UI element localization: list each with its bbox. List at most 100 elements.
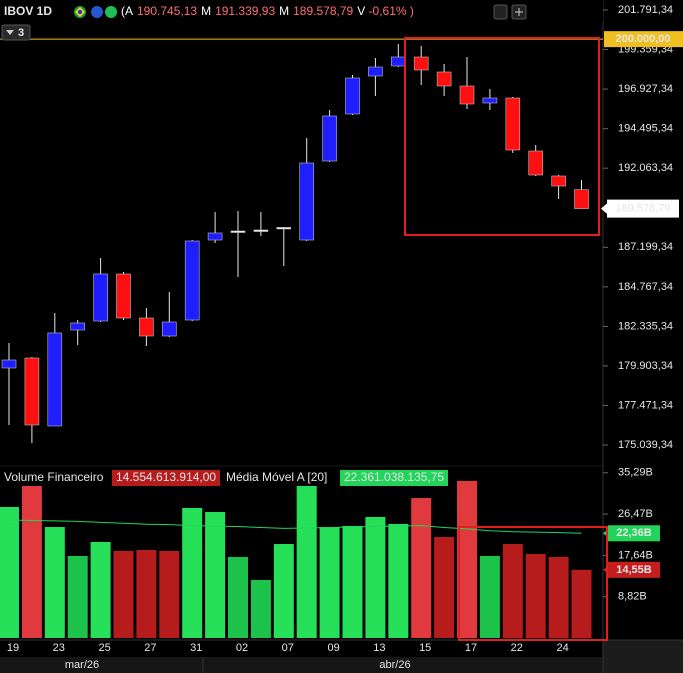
- candle-body: [253, 229, 269, 232]
- quote: (A 190.745,13 M 191.339,93 M 189.578,79 V -0,61…: [121, 4, 414, 18]
- volume-bar: [548, 556, 569, 638]
- reference-label: 200.000,00: [615, 33, 670, 45]
- candle-body: [459, 85, 475, 105]
- open-value: 190.745,13: [137, 4, 197, 18]
- volume-bar: [90, 542, 111, 638]
- y-tick-label: 184.767,34: [618, 281, 673, 293]
- status-icon[interactable]: [105, 6, 117, 18]
- last-value-bg: [608, 525, 660, 542]
- volume-legend-value: 14.554.613.914,00: [116, 470, 216, 484]
- period-label: abr/26: [379, 659, 410, 671]
- candle-body: [162, 321, 177, 337]
- volume-bar: [525, 553, 546, 638]
- last-price-bg: [607, 199, 679, 218]
- candle-body: [574, 189, 589, 209]
- collapse-arrow: [6, 30, 14, 35]
- candle-body: [528, 150, 544, 176]
- volume-bar: [388, 523, 409, 638]
- volume-bar: [342, 525, 363, 638]
- candle-body: [24, 357, 40, 426]
- x-tick-label: 17: [465, 642, 477, 654]
- collapse-badge[interactable]: [1, 24, 31, 41]
- y-tick-label: 194.495,34: [618, 123, 673, 135]
- candle-body: [299, 162, 315, 241]
- candle-body: [47, 332, 63, 427]
- x-tick-label: 23: [53, 642, 65, 654]
- ma-legend-box: [340, 470, 448, 486]
- candle-body: [116, 273, 131, 319]
- x-tick-label: 09: [327, 642, 339, 654]
- volume-bar: [228, 556, 248, 638]
- header-bg: [0, 0, 603, 22]
- x-tick-label: 22: [511, 642, 523, 654]
- volume-bar: [44, 527, 65, 638]
- last-value-label: 14,55B: [616, 564, 652, 576]
- candle-body: [551, 175, 566, 187]
- y-tick-label: 8,82B: [618, 591, 647, 603]
- badge-count: 3: [18, 27, 24, 39]
- period-label: mar/26: [65, 659, 99, 671]
- symbol: IBOV 1D: [4, 4, 52, 18]
- candle-body: [184, 240, 200, 321]
- y-tick-label: 192.063,34: [618, 162, 673, 174]
- volume-bar: [273, 544, 294, 638]
- volume-bar: [319, 527, 340, 638]
- x-tick-label: 31: [190, 642, 202, 654]
- last-value-bg: [608, 561, 660, 578]
- high-label: M: [201, 4, 211, 18]
- candle-body: [436, 71, 452, 87]
- candle-body: [230, 230, 246, 233]
- ma-legend-name: Média Móvel A [20]: [226, 470, 327, 484]
- menu-button[interactable]: [493, 4, 508, 20]
- candle-body: [322, 115, 337, 162]
- annotations: [404, 37, 608, 641]
- header: IBOV 1D (A 190.745,13 M 191.339,93 M 189.578,…: [0, 0, 603, 41]
- volume-bar: [0, 506, 19, 638]
- x-tick-label: 27: [144, 642, 156, 654]
- candle-body: [276, 227, 292, 230]
- y-tick-label: 182.335,34: [618, 320, 673, 332]
- volume-bar: [571, 569, 592, 638]
- volume-bar: [67, 556, 88, 638]
- y-tick-label: 179.903,34: [618, 360, 673, 372]
- candle-body: [1, 359, 17, 369]
- x-tick-label: 02: [236, 642, 248, 654]
- volume-bar: [457, 480, 477, 638]
- volume-bar: [296, 485, 317, 638]
- low-value: 189.578,79: [293, 4, 353, 18]
- volume-bar: [365, 516, 386, 638]
- x-tick-label: 13: [373, 642, 385, 654]
- candle-body: [207, 232, 223, 241]
- volume-bar: [159, 550, 180, 638]
- flag-globe: [77, 9, 83, 15]
- volume-bar: [205, 511, 226, 638]
- volume-bar: [502, 544, 523, 638]
- volume-bar: [479, 556, 500, 638]
- candle-body: [505, 97, 521, 151]
- change-value: -0,61% ): [369, 4, 414, 18]
- candle-body: [482, 97, 498, 104]
- x-tick-label: 25: [98, 642, 110, 654]
- volume-legend: Volume Financeiro 14.554.613.914,00 Médi…: [4, 470, 448, 486]
- x-tick-label: 19: [7, 642, 19, 654]
- y-tick-label: 196.927,34: [618, 83, 673, 95]
- y-tick-label: 35,29B: [618, 467, 653, 479]
- candle-body: [93, 273, 108, 322]
- x-tick-label: 07: [282, 642, 294, 654]
- info-icon[interactable]: [91, 6, 103, 18]
- volume-bar: [136, 550, 157, 638]
- highlight-box: [458, 526, 608, 641]
- add-icon: [515, 8, 523, 16]
- y-tick-label: 175.039,34: [618, 439, 673, 451]
- volume-bar: [113, 550, 134, 638]
- x-tick-label: 15: [419, 642, 431, 654]
- volume-bar: [250, 579, 271, 638]
- volume-legend-name: Volume Financeiro: [4, 470, 104, 484]
- y-tick-label: 177.471,34: [618, 399, 673, 411]
- last-price-label: 189.578,79: [615, 203, 670, 215]
- volume-legend-box: [112, 470, 220, 486]
- y-tick-label: 201.791,34: [618, 4, 673, 16]
- change-label: V: [357, 4, 365, 18]
